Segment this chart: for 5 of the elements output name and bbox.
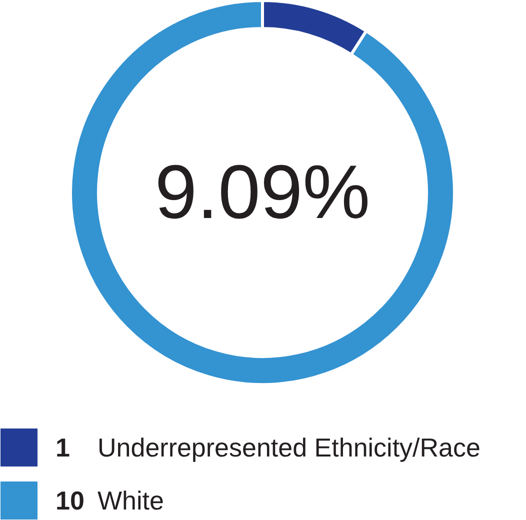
legend-label: Underrepresented Ethnicity/Race bbox=[98, 432, 480, 462]
data-label: 10 bbox=[56, 486, 84, 516]
text: 9.09% bbox=[154, 150, 370, 235]
data-label: 1 bbox=[56, 432, 70, 462]
legend-label: White bbox=[98, 486, 164, 516]
